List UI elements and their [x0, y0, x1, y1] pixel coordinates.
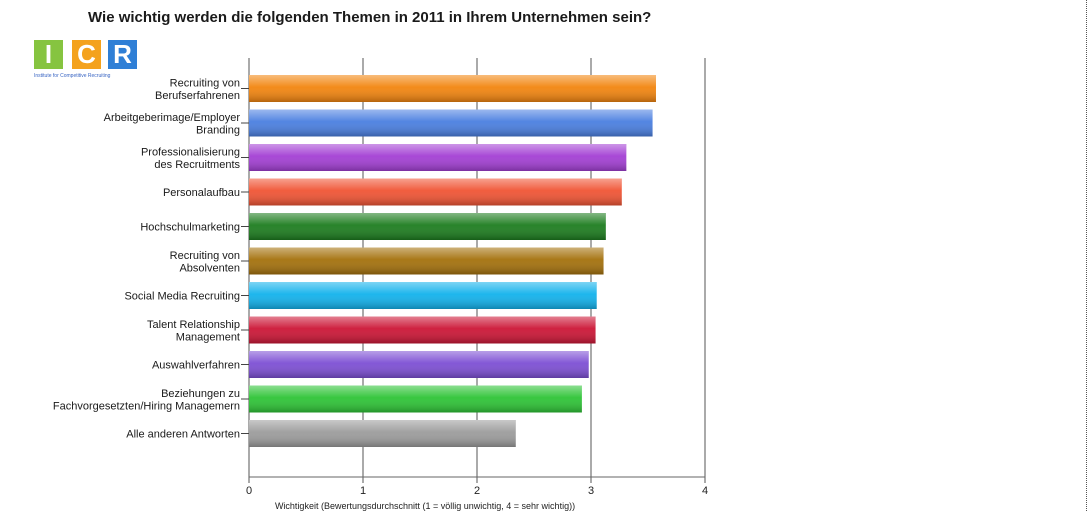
x-tick-label-2: 2	[474, 485, 480, 497]
category-label-5-0: Recruiting von	[170, 250, 240, 262]
bar-shade-8	[249, 351, 589, 378]
bar-shade-0	[249, 75, 656, 102]
category-label-2-1: des Recruitments	[154, 159, 240, 171]
x-axis: 0 1 2 3 4 Wichtigkeit (Bewertungsdurchschnitt…	[246, 476, 708, 511]
category-label-2-0: Professionalisierung	[141, 146, 240, 158]
category-label-0-0: Recruiting von	[170, 77, 240, 89]
category-label-9-0: Beziehungen zu	[161, 388, 240, 400]
bar-shade-6	[249, 282, 597, 309]
x-tick-label-4: 4	[702, 485, 708, 497]
x-tick-label-3: 3	[588, 485, 594, 497]
logo-letter-i: I	[34, 40, 63, 69]
category-label-5-1: Absolventen	[179, 262, 240, 274]
bar-shade-5	[249, 247, 604, 275]
bar-layer	[249, 75, 656, 447]
x-tick-label-0: 0	[246, 485, 252, 497]
bar-shade-7	[249, 316, 596, 344]
category-label-9-1: Fachvorgesetzten/Hiring Managemern	[53, 400, 240, 412]
bar-shade-3	[249, 178, 622, 206]
x-tick-label-1: 1	[360, 485, 366, 497]
category-label-1-0: Arbeitgeberimage/Employer	[104, 112, 241, 124]
category-label-8-0: Auswahlverfahren	[152, 360, 240, 372]
bar-shade-4	[249, 213, 606, 240]
bar-shade-9	[249, 385, 582, 413]
x-axis-title: Wichtigkeit (Bewertungsdurchschnitt (1 =…	[275, 501, 575, 511]
category-label-7-0: Talent Relationship	[147, 319, 240, 331]
category-label-4-0: Hochschulmarketing	[140, 222, 240, 234]
category-labels: Recruiting vonBerufserfahrenenArbeitgebe…	[53, 77, 249, 441]
bar-shade-1	[249, 109, 653, 137]
bar-shade-2	[249, 144, 627, 171]
bar-shade-10	[249, 420, 516, 447]
category-label-0-1: Berufserfahrenen	[155, 90, 240, 102]
logo-subtitle: Institute for Competitive Recruiting	[34, 73, 111, 79]
category-label-10-0: Alle anderen Antworten	[126, 429, 240, 441]
chart-title: Wie wichtig werden die folgenden Themen …	[88, 9, 652, 26]
page-border	[1086, 0, 1087, 511]
logo-letter-r: R	[108, 40, 137, 69]
category-label-7-1: Management	[176, 331, 240, 343]
category-label-1-1: Branding	[196, 124, 240, 136]
icr-logo: I C R Institute for Competitive Recruiti…	[20, 40, 160, 84]
logo-letter-c: C	[72, 40, 101, 69]
category-label-6-0: Social Media Recruiting	[124, 291, 240, 303]
category-label-3-0: Personalaufbau	[163, 187, 240, 199]
